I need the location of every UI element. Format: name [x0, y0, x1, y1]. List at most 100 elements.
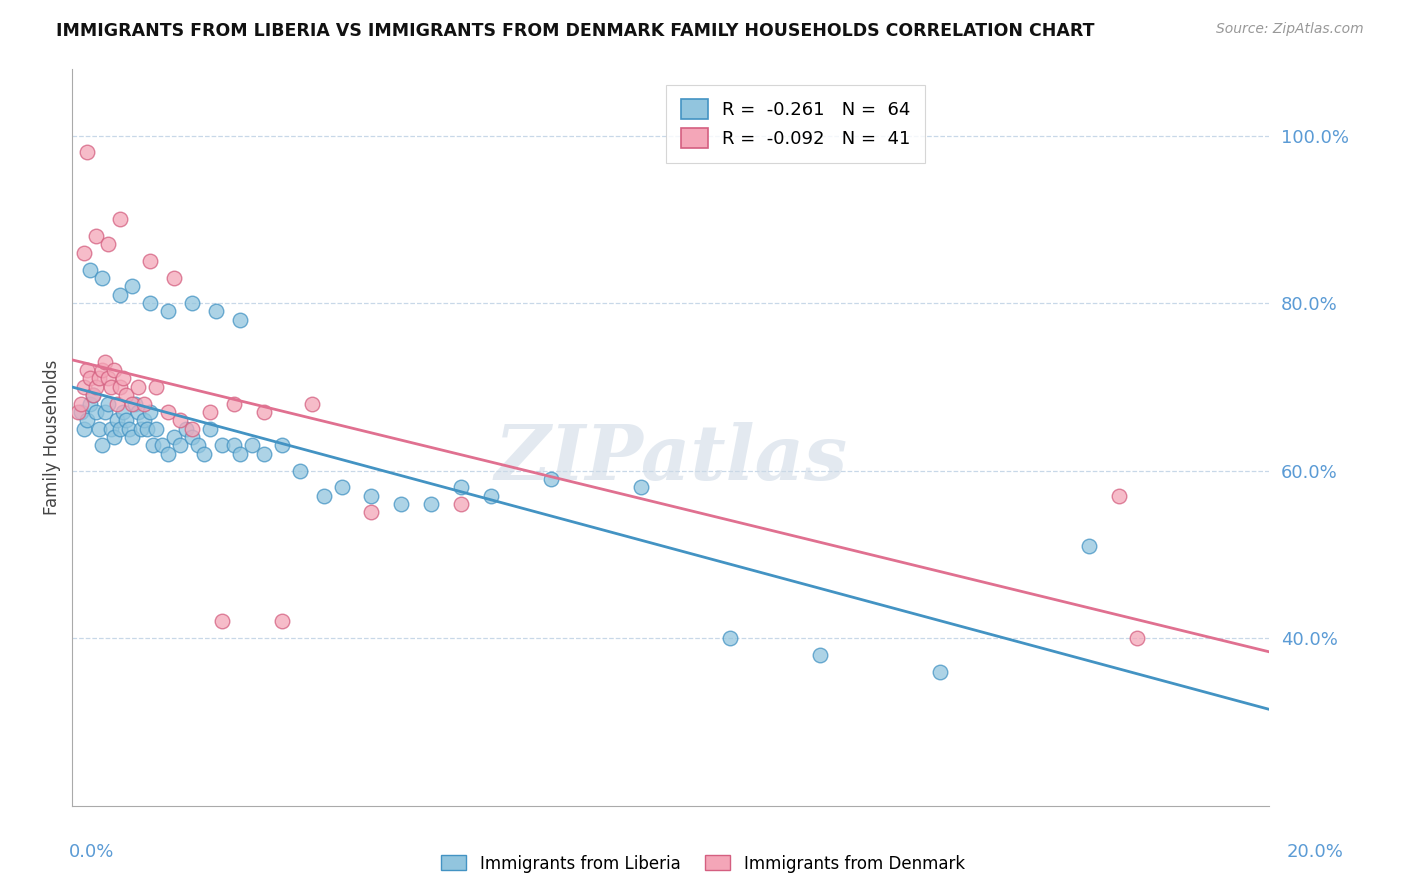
- Point: [139, 296, 162, 310]
- Point: [79, 396, 101, 410]
- Point: [198, 422, 221, 436]
- Point: [79, 262, 101, 277]
- Text: Source: ZipAtlas.com: Source: ZipAtlas.com: [1216, 22, 1364, 37]
- Point: [288, 464, 311, 478]
- Point: [180, 430, 202, 444]
- Point: [115, 388, 138, 402]
- Point: [132, 413, 155, 427]
- Point: [360, 506, 382, 520]
- Point: [211, 615, 233, 629]
- Point: [121, 279, 143, 293]
- Point: [94, 354, 117, 368]
- Point: [124, 396, 146, 410]
- Point: [479, 489, 502, 503]
- Point: [253, 405, 276, 419]
- Point: [139, 254, 162, 268]
- Point: [253, 447, 276, 461]
- Point: [76, 363, 98, 377]
- Point: [76, 413, 98, 427]
- Point: [89, 371, 111, 385]
- Point: [301, 396, 323, 410]
- Point: [100, 380, 122, 394]
- Point: [540, 472, 562, 486]
- Point: [136, 422, 159, 436]
- Point: [91, 363, 114, 377]
- Point: [118, 422, 141, 436]
- Point: [180, 422, 202, 436]
- Point: [73, 380, 96, 394]
- Point: [270, 615, 292, 629]
- Point: [105, 413, 128, 427]
- Point: [70, 396, 93, 410]
- Point: [1078, 539, 1101, 553]
- Point: [169, 413, 191, 427]
- Point: [150, 438, 173, 452]
- Point: [360, 489, 382, 503]
- Point: [630, 480, 652, 494]
- Y-axis label: Family Households: Family Households: [44, 359, 60, 515]
- Point: [174, 422, 197, 436]
- Point: [127, 380, 149, 394]
- Point: [115, 413, 138, 427]
- Point: [142, 438, 165, 452]
- Point: [112, 371, 135, 385]
- Point: [108, 380, 131, 394]
- Point: [156, 405, 179, 419]
- Point: [1108, 489, 1130, 503]
- Text: 20.0%: 20.0%: [1286, 843, 1343, 861]
- Point: [420, 497, 443, 511]
- Point: [450, 480, 472, 494]
- Point: [76, 145, 98, 160]
- Point: [108, 212, 131, 227]
- Point: [97, 396, 120, 410]
- Point: [121, 430, 143, 444]
- Point: [145, 380, 167, 394]
- Point: [103, 430, 125, 444]
- Point: [312, 489, 335, 503]
- Point: [108, 422, 131, 436]
- Point: [84, 380, 107, 394]
- Point: [270, 438, 292, 452]
- Point: [169, 438, 191, 452]
- Point: [70, 405, 93, 419]
- Point: [121, 396, 143, 410]
- Text: IMMIGRANTS FROM LIBERIA VS IMMIGRANTS FROM DENMARK FAMILY HOUSEHOLDS CORRELATION: IMMIGRANTS FROM LIBERIA VS IMMIGRANTS FR…: [56, 22, 1095, 40]
- Point: [89, 422, 111, 436]
- Point: [240, 438, 263, 452]
- Legend: R =  -0.261   N =  64, R =  -0.092   N =  41: R = -0.261 N = 64, R = -0.092 N = 41: [666, 85, 925, 162]
- Point: [139, 405, 162, 419]
- Point: [389, 497, 412, 511]
- Point: [97, 237, 120, 252]
- Point: [103, 363, 125, 377]
- Point: [222, 396, 245, 410]
- Text: ZIPatlas: ZIPatlas: [494, 422, 848, 496]
- Point: [82, 388, 104, 402]
- Point: [229, 313, 252, 327]
- Point: [222, 438, 245, 452]
- Point: [163, 430, 186, 444]
- Point: [156, 447, 179, 461]
- Point: [132, 396, 155, 410]
- Point: [105, 396, 128, 410]
- Point: [193, 447, 215, 461]
- Point: [91, 438, 114, 452]
- Point: [94, 405, 117, 419]
- Point: [198, 405, 221, 419]
- Point: [229, 447, 252, 461]
- Point: [129, 422, 152, 436]
- Point: [127, 405, 149, 419]
- Point: [156, 304, 179, 318]
- Point: [108, 287, 131, 301]
- Point: [163, 271, 186, 285]
- Point: [79, 371, 101, 385]
- Point: [82, 388, 104, 402]
- Point: [91, 271, 114, 285]
- Point: [67, 405, 90, 419]
- Point: [84, 229, 107, 244]
- Point: [187, 438, 209, 452]
- Point: [97, 371, 120, 385]
- Point: [84, 405, 107, 419]
- Point: [112, 405, 135, 419]
- Point: [180, 296, 202, 310]
- Point: [211, 438, 233, 452]
